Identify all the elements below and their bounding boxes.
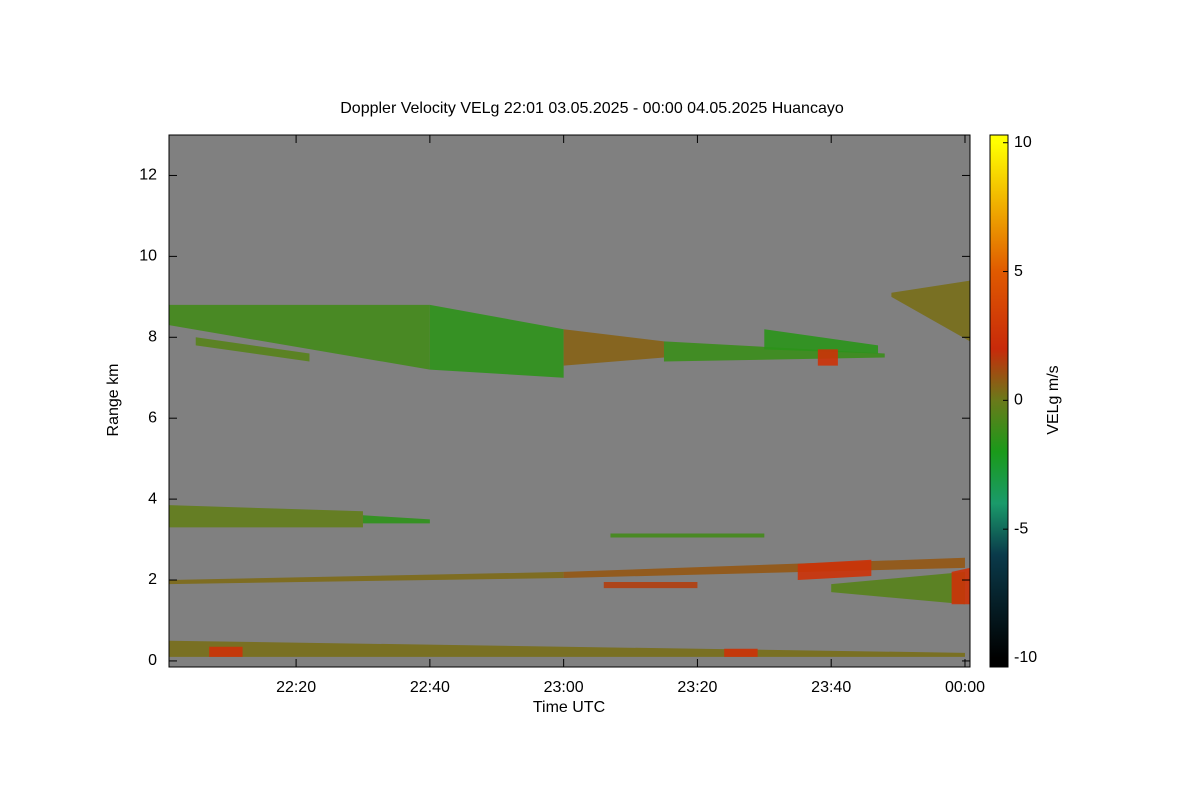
echo [362, 515, 430, 524]
echo [195, 337, 310, 362]
echo [563, 329, 664, 366]
echo [169, 505, 363, 528]
colorbar-tick-label: 10 [1014, 134, 1032, 151]
x-tick-label: 23:00 [544, 679, 584, 696]
plot-frame [168, 134, 971, 668]
colorbar-tick-label: 5 [1014, 263, 1023, 280]
x-tick-label: 23:20 [677, 679, 717, 696]
x-tick-label: 22:40 [410, 679, 450, 696]
echo [764, 329, 879, 354]
colorbar-tick-label: -5 [1014, 520, 1028, 537]
x-tick-label: 23:40 [811, 679, 851, 696]
echo [891, 280, 970, 342]
y-axis-label: Range km [105, 364, 122, 437]
echo [209, 646, 243, 657]
echo [817, 349, 838, 366]
y-tick-label: 2 [148, 571, 157, 588]
y-tick-label: 6 [148, 409, 157, 426]
echo [724, 648, 758, 657]
chart-title: Doppler Velocity VELg 22:01 03.05.2025 -… [340, 100, 844, 117]
echo [429, 304, 564, 378]
y-tick-label: 4 [148, 490, 157, 507]
colorbar-tick-label: -10 [1014, 649, 1037, 666]
echo [610, 533, 765, 538]
echo [831, 571, 965, 605]
y-tick-label: 0 [148, 652, 157, 669]
echo [603, 582, 698, 589]
colorbar [989, 134, 1009, 668]
x-tick-label: 00:00 [945, 679, 985, 696]
y-tick-label: 10 [139, 248, 157, 265]
colorbar-label: VELg m/s [1045, 365, 1062, 434]
echo [797, 559, 872, 581]
y-tick-label: 12 [139, 167, 157, 184]
echo [169, 304, 430, 370]
y-tick-label: 8 [148, 329, 157, 346]
echo [951, 567, 970, 605]
x-axis-label: Time UTC [533, 699, 605, 716]
x-tick-label: 22:20 [276, 679, 316, 696]
colorbar-tick-label: 0 [1014, 392, 1023, 409]
echo [169, 640, 965, 657]
echo [169, 571, 564, 585]
